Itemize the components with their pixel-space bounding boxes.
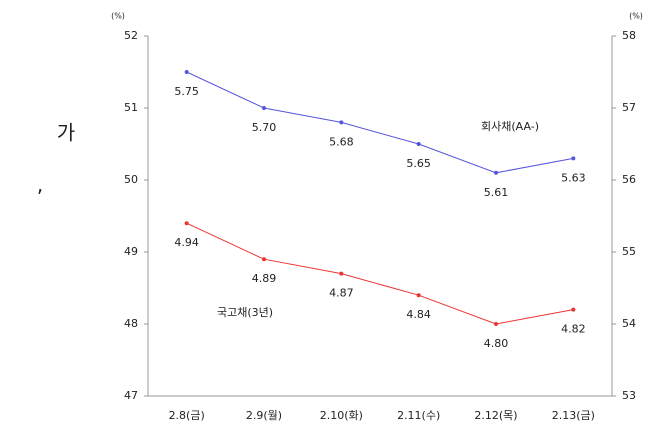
point: [416, 142, 421, 146]
x-tick-label: 2.12(목): [474, 409, 517, 422]
value-label: 4.84: [406, 308, 431, 321]
point: [416, 293, 421, 298]
side-text: ,: [37, 173, 43, 197]
point: [184, 70, 189, 74]
x-tick-label: 2.11(수): [397, 409, 440, 422]
y2-tick-label: 57: [622, 101, 636, 114]
y-tick-label: 50: [124, 173, 138, 186]
value-label: 4.87: [329, 287, 354, 300]
point: [339, 271, 344, 276]
y2-tick-label: 58: [622, 29, 636, 42]
value-label: 5.61: [484, 186, 509, 199]
point: [571, 307, 576, 312]
value-label: 5.65: [406, 157, 431, 170]
y2-tick-label: 55: [622, 245, 636, 258]
series-label: 회사채(AA-): [481, 120, 539, 133]
x-tick-label: 2.10(화): [320, 409, 363, 422]
point: [494, 322, 498, 326]
value-label: 4.82: [561, 323, 586, 336]
value-label: 5.68: [329, 135, 354, 148]
point: [262, 106, 266, 110]
y2-unit: (%): [629, 12, 643, 21]
point: [184, 221, 189, 226]
x-tick-label: 2.13(금): [552, 409, 595, 422]
side-text: 가: [57, 121, 75, 145]
y2-tick-label: 56: [622, 173, 636, 186]
point: [571, 156, 576, 161]
line: [186, 222, 574, 325]
value-label: 5.70: [252, 121, 277, 134]
point: [262, 257, 266, 262]
y-tick-label: 47: [124, 389, 138, 402]
value-label: 4.94: [174, 236, 199, 249]
x-tick-label: 2.8(금): [169, 409, 205, 422]
y-unit: (%): [111, 12, 125, 21]
line: [186, 71, 574, 174]
y-tick-label: 49: [124, 245, 138, 258]
point: [494, 170, 498, 175]
value-label: 5.75: [174, 85, 199, 98]
value-label: 5.63: [561, 171, 586, 184]
y-tick-label: 51: [124, 101, 138, 114]
y2-tick-label: 54: [622, 317, 636, 330]
value-label: 4.89: [252, 272, 277, 285]
point: [339, 120, 344, 125]
series-label: 국고채(3년): [217, 306, 273, 319]
y-tick-label: 48: [124, 317, 138, 330]
x-tick-label: 2.9(월): [246, 409, 282, 422]
y2-tick-label: 53: [622, 389, 636, 402]
value-label: 4.80: [484, 337, 509, 350]
y-tick-label: 52: [124, 29, 138, 42]
